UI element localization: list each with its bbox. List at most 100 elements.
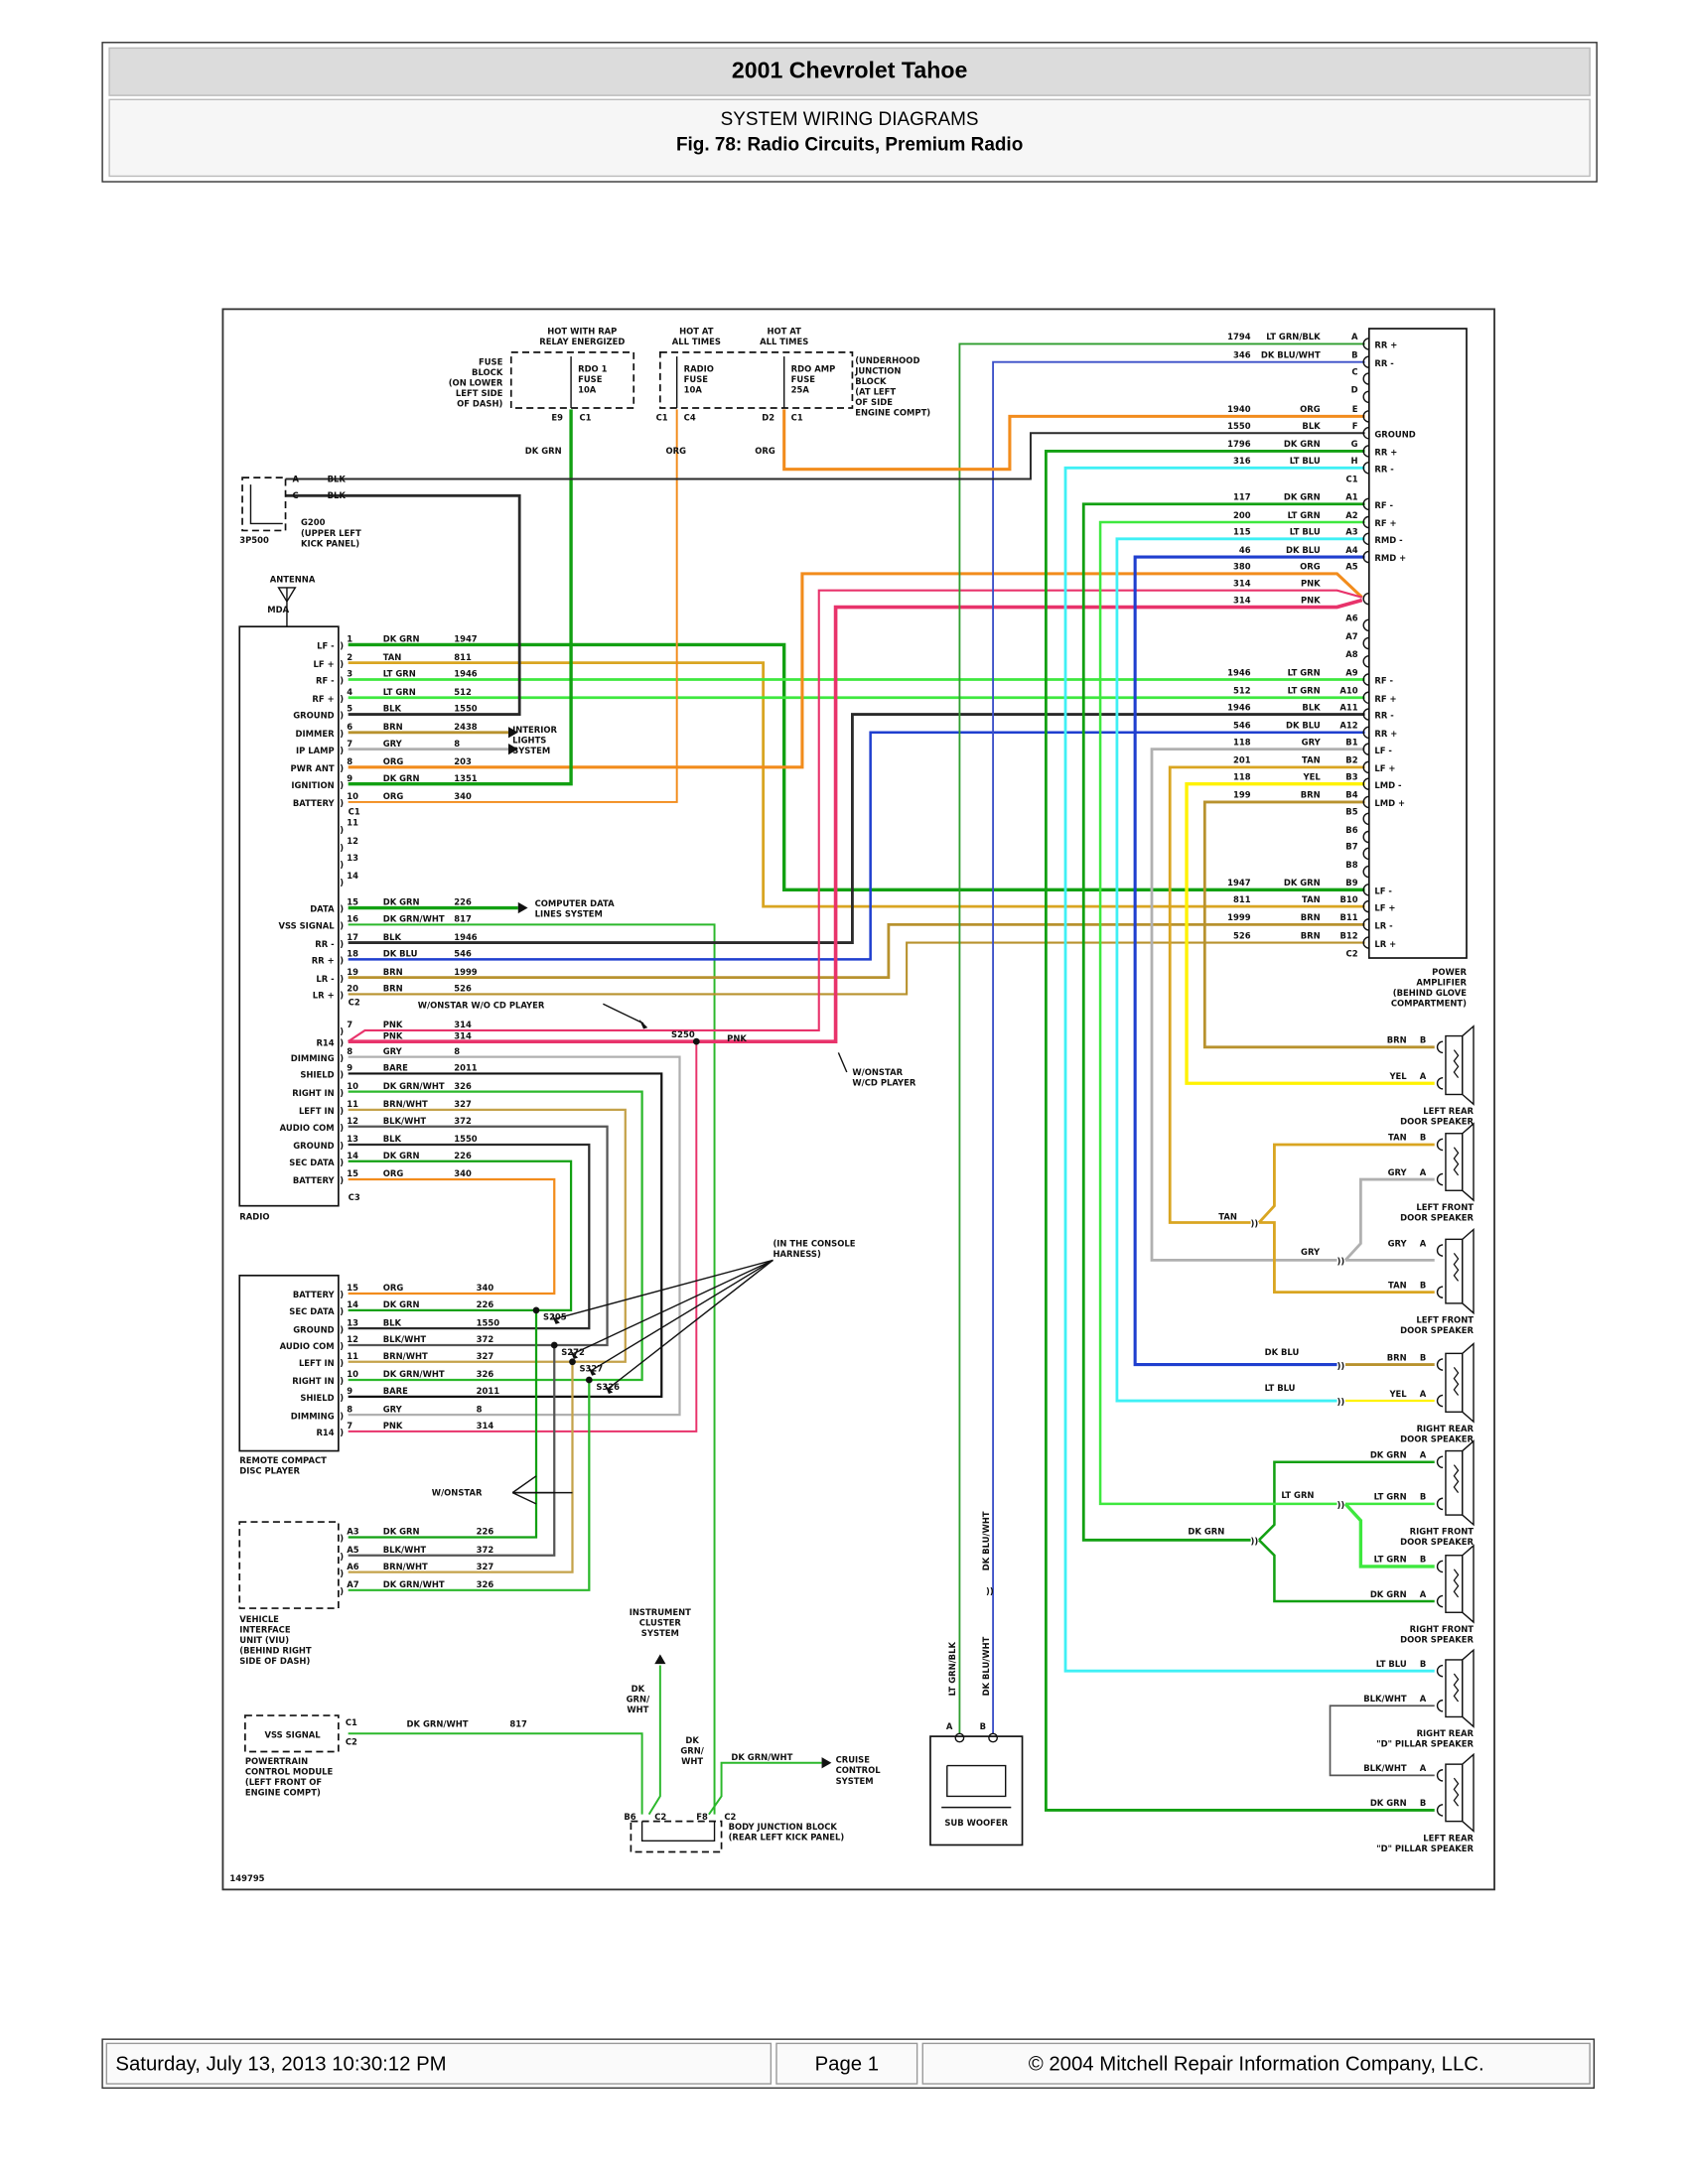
speaker-magnet (1445, 1238, 1464, 1304)
underhood-label-line: JUNCTION (854, 366, 901, 376)
radio-pin-label: LR - (316, 974, 335, 984)
wire-color-label-line: WHT (627, 1705, 648, 1714)
connector-label: C1 (349, 807, 360, 817)
amp-pin-id: B9 (1345, 878, 1357, 887)
pin-terminal-icon: ) (340, 694, 344, 704)
speaker-coil (1453, 1464, 1460, 1494)
pin-terminal-icon: ) (340, 1175, 344, 1185)
circuit-number: 118 (1233, 737, 1251, 747)
radio-pin-label: LR + (313, 991, 335, 1001)
underhood-label-line: (UNDERHOOD (855, 355, 919, 365)
cd-pin-label: LEFT IN (299, 1358, 335, 1368)
wire-pnk-cd (348, 1041, 698, 1433)
speaker-label-line: LEFT REAR (1423, 1833, 1474, 1843)
speaker-label-line: DOOR SPEAKER (1400, 1325, 1474, 1335)
ground-location-line: KICK PANEL) (301, 539, 359, 549)
pin-number: F8 (696, 1812, 708, 1822)
pin-terminal-icon: ) (340, 974, 344, 984)
pin-number: A3 (347, 1527, 359, 1537)
wire-color-label: DK GRN (383, 1527, 420, 1537)
wire-color-label: DK GRN/WHT (680, 1735, 704, 1766)
amp-pin-id: A6 (1345, 614, 1358, 623)
pin-terminal-icon (1362, 390, 1369, 404)
speaker-label: LEFT REAR DOOR SPEAKER (1400, 1106, 1474, 1127)
speaker-label-line: RIGHT FRONT (1410, 1624, 1475, 1634)
wire-color-label: DK GRN (383, 1151, 420, 1160)
circuit-number: 327 (477, 1562, 494, 1571)
wire-label: PNK (727, 1033, 747, 1043)
circuit-number: 2438 (454, 722, 478, 732)
wire-radio-17 (348, 713, 1365, 944)
wire-color-label: LT GRN (1374, 1555, 1407, 1565)
wire-color-label: BRN (1301, 790, 1321, 800)
pin-terminal-icon: ) (340, 746, 344, 755)
wire-color-label: GRY (1388, 1238, 1408, 1248)
pin-terminal-icon: ) (340, 921, 344, 931)
amplifier-label: POWER AMPLIFIER (BEHIND GLOVE COMPARTMENT) (1391, 967, 1468, 1009)
wire-color-label: GRY (1302, 737, 1322, 747)
wire-color-label: BRN/WHT (383, 1351, 428, 1361)
circuit-number: 326 (477, 1369, 494, 1379)
note-leader (837, 1052, 848, 1073)
fuse-block-label-line: BLOCK (472, 367, 503, 377)
pin-terminal-icon (1436, 1358, 1444, 1371)
pin-terminal-icon: ) (340, 1376, 344, 1386)
pin-terminal-icon (1362, 338, 1369, 350)
page-number: Page 1 (775, 2042, 918, 2085)
fuse-pin: D2 (762, 413, 774, 423)
amp-pin-label: LR - (1374, 921, 1393, 931)
splice-dot (532, 1306, 540, 1314)
circuit-number: 8 (477, 1404, 483, 1414)
amp-pin-id: A12 (1339, 721, 1357, 731)
pin-terminal-icon: ) (340, 1037, 344, 1047)
speaker-icon (1436, 1342, 1475, 1424)
pin-terminal-icon (1436, 1138, 1444, 1152)
pin-number: 9 (347, 1063, 352, 1073)
wire-radio-8 (348, 572, 1363, 769)
amp-pin-label: RR + (1374, 729, 1397, 739)
wire-radio-19 (348, 922, 1365, 980)
note-arrow-icon (638, 1019, 648, 1029)
body-junction-block (630, 1820, 723, 1853)
pin-terminal-icon: ) (340, 1158, 344, 1167)
speaker-cone (1462, 1024, 1475, 1106)
speaker-label-line: DOOR SPEAKER (1400, 1537, 1474, 1547)
pin-number: 15 (347, 1168, 358, 1178)
circuit-number: 372 (454, 1116, 472, 1126)
wire-amp-f (285, 432, 1365, 480)
circuit-number: 314 (454, 1020, 472, 1029)
note-arrow-icon (551, 1314, 560, 1324)
fuse-rdo1-label-line: RDO 1 (578, 364, 608, 374)
pin-terminal-icon: ) (340, 641, 344, 651)
wire-color-label: DK GRN (383, 897, 420, 907)
wire-color-label: GRY (1388, 1167, 1408, 1177)
pin-number: A6 (347, 1562, 359, 1571)
speaker-label: LEFT FRONT DOOR SPEAKER (1400, 1315, 1474, 1336)
computer-data-label-line: COMPUTER DATA (535, 898, 615, 908)
underhood-label-line: OF SIDE (855, 397, 893, 407)
inline-wire-label: DK BLU (1265, 1347, 1300, 1357)
wires-layer (285, 342, 1435, 1816)
amp-pin-id: B6 (1345, 825, 1357, 835)
subwoofer-label: SUB WOOFER (944, 1818, 1008, 1828)
circuit-number: 8 (454, 739, 460, 749)
pin-terminal-icon (1436, 1560, 1444, 1573)
fuse-pin: C1 (791, 413, 803, 423)
speaker-cone (1462, 1342, 1475, 1424)
wire-color-label: BRN (1301, 930, 1321, 940)
wire-color-label: DK GRN/WHT (383, 1369, 445, 1379)
amp-pin-label: RR + (1374, 448, 1397, 458)
amp-pin-id: C1 (1346, 474, 1358, 483)
pin-number: 14 (347, 1299, 358, 1309)
connector-label: C2 (349, 998, 360, 1008)
pin-number: A5 (347, 1545, 359, 1555)
note-leader (511, 1491, 537, 1505)
hot-note-1-line: HOT AT (679, 327, 714, 337)
pin-label: A (1420, 1589, 1427, 1599)
speaker-magnet (1445, 1449, 1464, 1516)
cruise-arrow-icon (821, 1757, 832, 1769)
wire-amp-b4 (1202, 800, 1435, 1049)
radio-pin-label: RF + (312, 694, 334, 704)
wire-color-label: YEL (1388, 1071, 1407, 1081)
